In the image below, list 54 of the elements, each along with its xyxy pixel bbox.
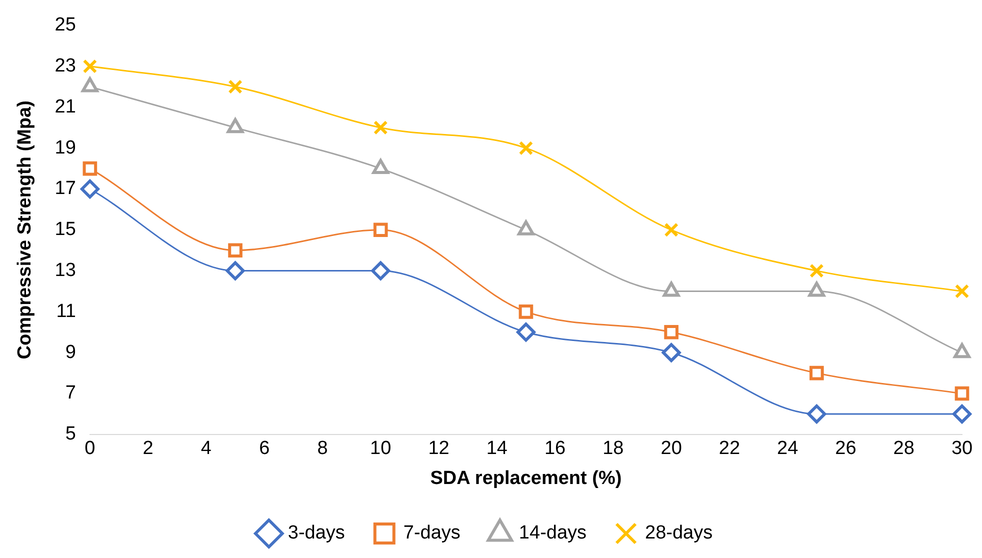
x-tick-label: 0 (84, 438, 96, 460)
y-axis-title: Compressive Strength (Mpa) (14, 100, 36, 360)
y-tick-label: 15 (54, 219, 76, 240)
legend-label: 3-days (288, 522, 345, 544)
point (952, 404, 972, 424)
y-tick-label: 5 (65, 424, 76, 445)
x-tick-label: 22 (718, 438, 740, 460)
point (82, 59, 98, 74)
x-tick-label: 6 (259, 438, 270, 460)
y-tick-label: 17 (54, 178, 76, 200)
point (82, 161, 98, 176)
legend-label: 14-days (518, 522, 587, 544)
point (373, 120, 388, 135)
x-tick-label: 20 (660, 438, 682, 460)
y-tick-label: 21 (54, 96, 76, 118)
x-tick-label: 18 (602, 438, 624, 460)
point (810, 264, 824, 278)
legend-label: 7-days (403, 522, 460, 544)
x-tick-label: 26 (835, 438, 856, 460)
y-tick-label: 13 (54, 260, 76, 282)
x-tick-label: 30 (951, 438, 973, 460)
point (518, 140, 534, 156)
y-tick-label: 19 (54, 137, 76, 158)
point (371, 261, 390, 280)
point (80, 180, 100, 198)
x-tick-label: 16 (544, 438, 566, 460)
point (807, 404, 826, 424)
x-tick-label: 4 (200, 438, 212, 460)
x-tick-label: 12 (428, 438, 450, 460)
x-tick-label: 2 (142, 438, 154, 460)
point (664, 324, 678, 340)
x-tick-label: 10 (370, 438, 392, 460)
point (954, 386, 970, 401)
y-tick-label: 23 (54, 56, 76, 77)
x-tick-label: 24 (777, 438, 799, 460)
x-axis-title: SDA replacement (%) (430, 468, 622, 489)
point (662, 343, 681, 362)
x-tick-label: 8 (317, 438, 328, 460)
point (810, 366, 824, 380)
point (228, 80, 242, 94)
y-tick-label: 7 (65, 382, 76, 404)
point (516, 322, 536, 342)
y-tick-label: 11 (56, 300, 76, 322)
point (228, 243, 242, 258)
y-tick-label: 9 (65, 342, 76, 363)
x-tick-label: 14 (486, 438, 508, 460)
point (518, 304, 534, 319)
point (664, 222, 678, 238)
legend-label: 28-days (645, 522, 713, 544)
point (954, 284, 970, 298)
x-tick-label: 28 (893, 438, 914, 460)
point (226, 261, 245, 280)
y-tick-label: 25 (54, 14, 76, 36)
point (373, 222, 388, 238)
